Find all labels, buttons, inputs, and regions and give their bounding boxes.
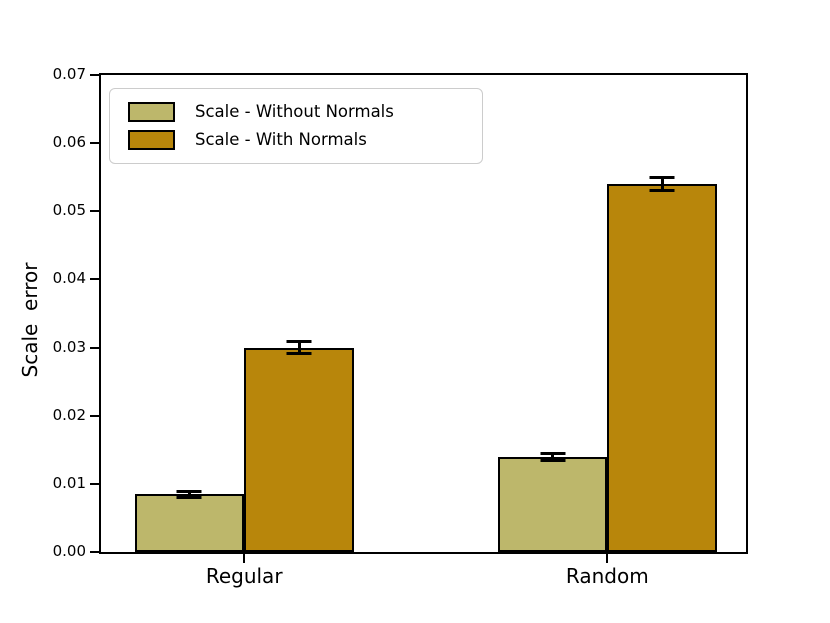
- legend-label-without-normals: Scale - Without Normals: [195, 101, 394, 121]
- y-axis-label: Scale error: [18, 262, 42, 378]
- y-tick-label: 0.01: [52, 473, 86, 492]
- error-bar-random-scale-without-normals: [540, 451, 565, 462]
- error-bar-cap-top: [649, 176, 675, 180]
- y-tick: [90, 210, 99, 213]
- y-tick: [90, 142, 99, 145]
- bar-regular-scale-without-normals: [134, 494, 245, 552]
- bar-random-scale-without-normals: [497, 456, 608, 552]
- y-tick: [90, 74, 99, 76]
- plot-area: Scale - Without Normals Scale - With Nor…: [53, 66, 748, 588]
- legend-item-without-normals: Scale - Without Normals: [128, 98, 482, 126]
- error-bar-line: [187, 490, 191, 498]
- error-bar-cap-bottom: [176, 495, 202, 499]
- y-tick-label: 0.04: [52, 269, 86, 288]
- y-tick: [90, 346, 99, 349]
- y-tick-label: 0.00: [52, 541, 86, 560]
- y-tick: [90, 482, 99, 485]
- error-bar-regular-scale-with-normals: [286, 339, 312, 356]
- error-bar-line: [297, 340, 301, 355]
- y-tick: [90, 414, 99, 417]
- y-tick-label: 0.05: [52, 201, 86, 220]
- error-bar-regular-scale-without-normals: [176, 489, 202, 499]
- error-bar-cap-bottom: [286, 352, 312, 356]
- legend-item-with-normals: Scale - With Normals: [128, 126, 482, 154]
- x-tick-label-random: Random: [565, 564, 649, 588]
- error-bar-cap-bottom: [649, 188, 675, 192]
- x-tick: [243, 554, 246, 563]
- y-tick-label: 0.02: [52, 405, 86, 424]
- legend-swatch-without-normals: [128, 102, 175, 122]
- error-bar-random-scale-with-normals: [649, 176, 675, 192]
- error-bar-cap-bottom: [540, 458, 565, 462]
- error-bar-cap-top: [540, 451, 565, 455]
- y-tick-label: 0.06: [52, 133, 86, 152]
- y-tick-label: 0.07: [52, 64, 86, 83]
- y-tick-label: 0.03: [52, 337, 86, 356]
- bar-random-scale-with-normals: [607, 184, 717, 552]
- y-tick: [90, 278, 99, 281]
- legend: Scale - Without Normals Scale - With Nor…: [109, 88, 483, 164]
- bar-regular-scale-with-normals: [244, 347, 354, 552]
- error-bar-cap-top: [176, 489, 202, 493]
- legend-label-with-normals: Scale - With Normals: [195, 129, 367, 149]
- x-tick: [606, 554, 609, 563]
- x-tick-label-regular: Regular: [205, 564, 283, 588]
- error-bar-cap-top: [286, 339, 312, 343]
- legend-swatch-with-normals: [128, 130, 175, 150]
- error-bar-line: [660, 177, 664, 191]
- error-bar-line: [551, 452, 554, 461]
- y-tick: [90, 551, 99, 553]
